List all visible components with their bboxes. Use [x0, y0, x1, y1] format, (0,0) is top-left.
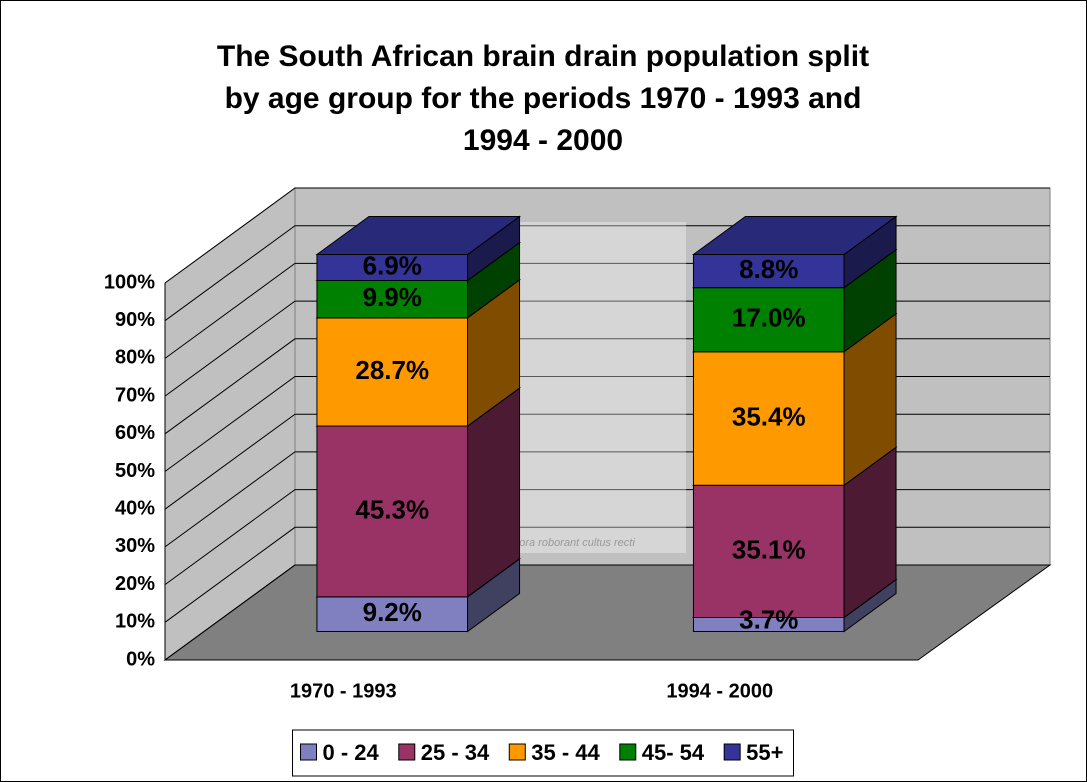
data-label: 17.0% [732, 303, 806, 333]
y-tick-label: 70% [115, 384, 155, 406]
y-tick-label: 80% [115, 347, 155, 369]
y-tick-label: 100% [104, 271, 155, 293]
floor [165, 565, 1050, 660]
data-label: 9.9% [363, 282, 422, 312]
legend-swatch [399, 744, 415, 760]
y-tick-label: 30% [115, 535, 155, 557]
data-label: 3.7% [739, 604, 798, 634]
y-tick-label: 40% [115, 497, 155, 519]
y-tick-label: 50% [115, 460, 155, 482]
data-label: 45.3% [355, 494, 429, 524]
legend-label: 45- 54 [642, 740, 705, 765]
legend: 0 - 24 25 - 34 35 - 44 45- 54 55+ [293, 730, 794, 776]
legend-label: 35 - 44 [531, 740, 600, 765]
data-label: 28.7% [355, 355, 429, 385]
data-label: 9.2% [363, 597, 422, 627]
data-label: 35.4% [732, 401, 806, 431]
y-tick-label: 90% [115, 309, 155, 331]
legend-swatch [620, 744, 636, 760]
x-tick-label: 1994 - 2000 [666, 680, 773, 702]
legend-swatch [509, 744, 525, 760]
y-tick-label: 0% [126, 648, 155, 670]
legend-label: 55+ [746, 740, 783, 765]
legend-swatch [301, 744, 317, 760]
chart-title: The South African brain drain population… [213, 36, 873, 162]
page: 0%10%20%30%40%50%60%70%80%90%100%Pectora… [0, 0, 1087, 782]
y-tick-label: 60% [115, 422, 155, 444]
legend-swatch [724, 744, 740, 760]
y-tick-label: 10% [115, 611, 155, 633]
legend-label: 25 - 34 [421, 740, 490, 765]
data-label: 35.1% [732, 534, 806, 564]
legend-label: 0 - 24 [323, 740, 380, 765]
y-tick-label: 20% [115, 573, 155, 595]
data-label: 6.9% [363, 250, 422, 280]
x-tick-label: 1970 - 1993 [290, 680, 397, 702]
data-label: 8.8% [739, 254, 798, 284]
